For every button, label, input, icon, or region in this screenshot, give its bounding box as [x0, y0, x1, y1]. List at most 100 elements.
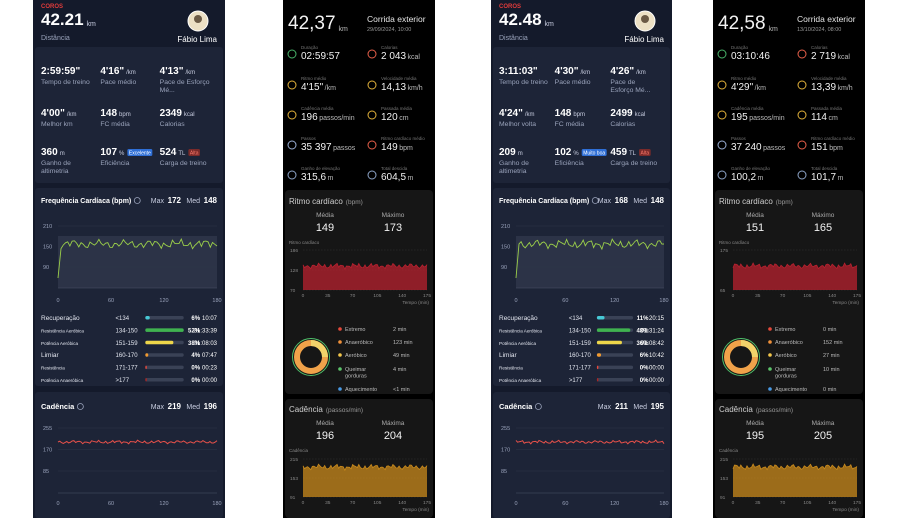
- x-tick-label: 140: [828, 293, 836, 299]
- zone-value: 27 min: [823, 353, 840, 359]
- donut-ring: [292, 338, 330, 376]
- zone-range: 151-159: [116, 341, 139, 347]
- distance: 42.48: [499, 10, 542, 29]
- y-tick-label: 70: [290, 288, 296, 294]
- zone-pct: 6%: [191, 316, 200, 322]
- avatar-head: [194, 15, 202, 23]
- metric-label: Ritmo médio: [731, 76, 757, 81]
- chart-line: [302, 463, 428, 472]
- chart-area: [733, 263, 857, 290]
- x-tick-label: 105: [803, 293, 811, 299]
- section-unit: (passos/min): [756, 407, 793, 414]
- hr-card: [715, 190, 863, 394]
- x-tick-label: 180: [212, 298, 221, 304]
- cadence-card: [715, 399, 863, 518]
- zone-pct: 6%: [640, 353, 649, 359]
- summary-value: 205: [814, 430, 832, 442]
- zone-bar-track: [145, 365, 184, 370]
- x-tick-label: 35: [755, 293, 761, 299]
- section-title: Ritmo cardíaco: [719, 197, 773, 206]
- metric-icon: [367, 170, 377, 180]
- zone-dot: [338, 340, 342, 344]
- zone-dot: [768, 387, 772, 391]
- x-axis-label: Tempo (min): [832, 300, 859, 306]
- metric-value: 2 043: [381, 51, 406, 62]
- metric-icon: [717, 49, 727, 59]
- zone-dot: [768, 340, 772, 344]
- section-unit: (passos/min): [326, 407, 363, 414]
- info-icon: [133, 197, 141, 204]
- stat-label: FC média: [555, 121, 585, 128]
- stat-label: Ganho de altimetria: [41, 160, 73, 175]
- stat-unit: kcal: [184, 112, 195, 118]
- stat-label: Tempo de treino: [499, 79, 548, 86]
- zone-range: >177: [569, 378, 583, 384]
- section-title: Cadência: [719, 405, 753, 414]
- summary-value: 196: [204, 402, 218, 411]
- x-tick-label: 0: [56, 501, 59, 507]
- y-tick-label: 255: [501, 426, 510, 432]
- stat-value: 102: [555, 147, 572, 158]
- zone-name: Potência Aeróbica: [41, 341, 78, 346]
- metric-label: Ritmo médio: [301, 76, 327, 81]
- y-tick-label: 215: [290, 457, 298, 463]
- metric-icon: [717, 110, 727, 120]
- stat-label: Tempo de treino: [41, 79, 90, 86]
- zone-time: 01:08:03: [194, 341, 218, 347]
- chart-label: Ritmo cardíaco: [719, 240, 750, 245]
- zone-name: Aeróbico: [775, 353, 797, 359]
- section-title: Ritmo cardíaco: [289, 197, 343, 206]
- metric-label: Passada média: [381, 106, 413, 111]
- metric-label: Ritmo cardíaco médio: [381, 136, 425, 141]
- summary-label: Med: [186, 404, 200, 411]
- stat-unit: kcal: [635, 112, 646, 118]
- metric-label: Passos: [731, 136, 747, 141]
- metric-icon: [367, 80, 377, 90]
- summary-label: Med: [186, 198, 200, 205]
- metric-unit: cm: [399, 115, 409, 122]
- metric-value: 02:59:57: [301, 51, 340, 62]
- zone-bar: [145, 365, 147, 370]
- activity: Corrida exterior: [797, 14, 856, 24]
- cadence-line: [515, 439, 665, 445]
- stat-value: 4'26": [610, 66, 634, 77]
- badge-text: Excelente: [129, 151, 151, 157]
- zone-bar-track: [596, 316, 634, 320]
- y-tick-label: 210: [43, 224, 52, 230]
- x-tick-label: 120: [610, 298, 619, 304]
- y-tick-label: 91: [720, 495, 726, 501]
- metric-unit: m: [408, 175, 414, 182]
- summary-value: 148: [651, 196, 665, 205]
- zone-name: Recuperação: [499, 315, 538, 322]
- athlete-name: Fábio Lima: [624, 35, 664, 44]
- zone-value: 152 min: [823, 340, 843, 346]
- zone-dot: [338, 367, 342, 371]
- zone-value: 0 min: [823, 387, 836, 393]
- zone-dot: [338, 327, 342, 331]
- stat-value: 107: [100, 147, 117, 158]
- info-icon: [591, 197, 599, 204]
- x-tick-label: 105: [373, 500, 381, 506]
- x-tick-label: 60: [562, 501, 568, 507]
- zone-name: Anaeróbico: [345, 340, 373, 346]
- metric-label: Duração: [301, 45, 319, 50]
- metric-label: Passada média: [811, 106, 843, 111]
- zone-range: >177: [116, 378, 130, 384]
- metric-label: Cadência média: [731, 106, 764, 111]
- x-tick-label: 60: [108, 501, 114, 507]
- stat-value: 4'16": [100, 66, 124, 77]
- summary-label: Média: [746, 212, 764, 219]
- metric-icon: [367, 49, 377, 59]
- zone-dot: [768, 353, 772, 357]
- stat-unit: bpm: [573, 112, 585, 118]
- summary-label: Máxima: [382, 420, 405, 427]
- metric-value: 315,6: [301, 172, 326, 183]
- metric-unit: passos/min: [319, 115, 355, 122]
- stat-unit: /km: [67, 112, 77, 118]
- stat-label: Carga de treino: [160, 160, 207, 167]
- zone-range: 160-170: [116, 353, 139, 359]
- donut-accent: [294, 340, 328, 374]
- stat-label: Pace médio: [100, 79, 136, 86]
- metric-value: 100,2: [731, 172, 756, 183]
- stat-label: FC média: [100, 121, 130, 128]
